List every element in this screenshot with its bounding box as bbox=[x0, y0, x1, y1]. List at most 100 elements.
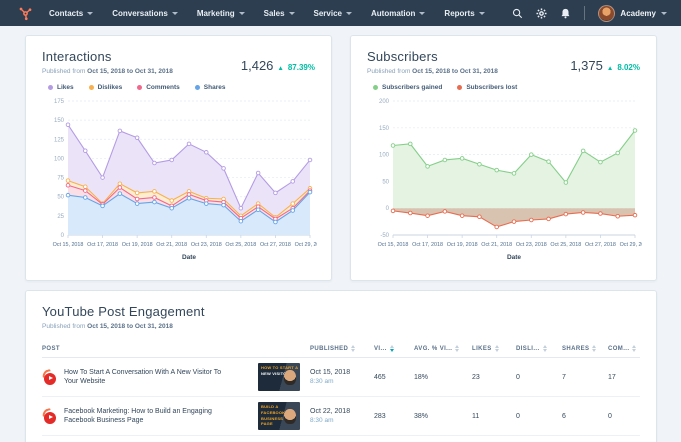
post-title[interactable]: Facebook Marketing: How to Build an Enga… bbox=[64, 407, 212, 424]
legend-item-comments[interactable]: Comments bbox=[137, 84, 180, 91]
svg-text:Oct 25, 2018: Oct 25, 2018 bbox=[225, 242, 256, 248]
dislikes-cell: 0 bbox=[516, 412, 520, 420]
legend-dot bbox=[194, 85, 200, 90]
bell-icon[interactable] bbox=[560, 8, 571, 19]
svg-text:Oct 21, 2018: Oct 21, 2018 bbox=[156, 242, 187, 248]
svg-text:175: 175 bbox=[54, 99, 65, 105]
svg-text:Oct 23, 2018: Oct 23, 2018 bbox=[516, 242, 547, 248]
youtube-icon bbox=[41, 368, 57, 385]
nav-item-reports[interactable]: Reports bbox=[444, 8, 485, 18]
column-header-post[interactable]: POST bbox=[42, 346, 310, 352]
nav-divider bbox=[584, 6, 586, 20]
nav-menu: Contacts Conversations Marketing Sales S… bbox=[49, 9, 485, 18]
svg-text:Oct 27, 2018: Oct 27, 2018 bbox=[260, 242, 291, 248]
column-header-avg-viewed[interactable]: AVG. % VI... bbox=[414, 345, 472, 352]
metric-percent: 87.39% bbox=[287, 63, 315, 72]
svg-text:Oct 23, 2018: Oct 23, 2018 bbox=[191, 242, 222, 248]
svg-text:Oct 15, 2018: Oct 15, 2018 bbox=[378, 242, 409, 248]
column-label: AVG. % VI... bbox=[414, 345, 453, 352]
account-name: Academy bbox=[620, 8, 656, 18]
nav-item-marketing[interactable]: Marketing bbox=[197, 9, 245, 18]
subscribers-area-chart[interactable]: -50 0 50 100 150 200 Oct 15, 2018 Oct 17, 2018 O… bbox=[367, 95, 642, 263]
svg-text:Oct 17, 2018: Oct 17, 2018 bbox=[87, 242, 118, 248]
top-nav: Contacts Conversations Marketing Sales S… bbox=[0, 0, 681, 26]
interactions-area-chart[interactable]: 0 25 50 75 100 125 150 175 Oct 15, 2018 Oct 17, 2… bbox=[42, 95, 317, 263]
post-thumbnail[interactable]: HOW TO START A NEW VISITOR bbox=[258, 363, 300, 391]
legend-item-gained[interactable]: Subscribers gained bbox=[373, 84, 442, 91]
shares-cell: 6 bbox=[562, 412, 566, 420]
legend-item-dislikes[interactable]: Dislikes bbox=[88, 84, 122, 91]
interactions-legend: Likes Dislikes Comments Shares bbox=[48, 84, 315, 91]
subscribers-card: Subscribers Published from Oct 15, 2018 … bbox=[350, 35, 657, 281]
legend-label: Subscribers lost bbox=[466, 84, 518, 91]
trend-up-icon: ▲ bbox=[277, 65, 284, 72]
thumbnail-text: HOW TO START A bbox=[261, 365, 299, 370]
sort-icon bbox=[542, 345, 547, 352]
column-header-shares[interactable]: SHARES bbox=[562, 345, 608, 352]
legend-dot bbox=[88, 85, 94, 90]
post-cell: How To Start A Conversation With A New V… bbox=[41, 363, 310, 391]
avg-viewed-cell: 38% bbox=[414, 412, 429, 420]
column-header-dislikes[interactable]: DISLI... bbox=[516, 345, 562, 352]
thumbnail-text: NEW VISITOR bbox=[261, 370, 290, 376]
sort-icon bbox=[632, 345, 637, 352]
dislikes-cell: 0 bbox=[516, 373, 520, 381]
thumbnail-text: PAGE bbox=[261, 421, 273, 427]
thumbnail-text: BUILD A bbox=[261, 404, 279, 409]
svg-text:Oct 17, 2018: Oct 17, 2018 bbox=[412, 242, 443, 248]
views-cell: 283 bbox=[374, 412, 386, 420]
nav-item-label: Contacts bbox=[49, 8, 84, 18]
nav-item-contacts[interactable]: Contacts bbox=[49, 8, 94, 18]
legend-item-shares[interactable]: Shares bbox=[194, 84, 225, 91]
svg-text:100: 100 bbox=[54, 156, 65, 162]
account-menu[interactable]: Academy bbox=[598, 4, 667, 22]
column-label: PUBLISHED bbox=[310, 345, 349, 352]
nav-item-service[interactable]: Service bbox=[314, 9, 352, 18]
subtitle-range: Oct 15, 2018 to Oct 31, 2018 bbox=[412, 68, 498, 75]
hubspot-logo-icon[interactable] bbox=[18, 6, 33, 21]
legend-item-likes[interactable]: Likes bbox=[48, 84, 74, 91]
subtitle-prefix: Published from bbox=[42, 323, 86, 330]
thumbnail-text: BUSINESS bbox=[261, 415, 284, 421]
column-header-views[interactable]: VI... bbox=[374, 345, 414, 352]
nav-item-sales[interactable]: Sales bbox=[264, 9, 295, 18]
chevron-down-icon bbox=[288, 11, 295, 15]
post-cell: Facebook Marketing: How to Build an Enga… bbox=[41, 402, 310, 430]
svg-text:150: 150 bbox=[379, 126, 390, 132]
table-row[interactable]: Facebook Marketing: How to Build an Enga… bbox=[41, 397, 640, 436]
nav-right-tools: Academy bbox=[512, 4, 667, 22]
gear-icon[interactable] bbox=[536, 7, 547, 19]
nav-item-label: Reports bbox=[444, 8, 475, 18]
svg-text:Oct 19, 2018: Oct 19, 2018 bbox=[122, 242, 153, 248]
nav-item-label: Automation bbox=[370, 8, 416, 18]
column-header-published[interactable]: PUBLISHED bbox=[310, 345, 374, 352]
thumbnail-text: FACEBOOK bbox=[261, 409, 286, 415]
legend-item-lost[interactable]: Subscribers lost bbox=[457, 84, 517, 91]
svg-text:0: 0 bbox=[61, 233, 65, 239]
column-label: DISLI... bbox=[516, 345, 540, 352]
subscribers-total: 1,375 ▲ 8.02% bbox=[570, 58, 640, 73]
nav-item-automation[interactable]: Automation bbox=[370, 8, 426, 18]
column-header-likes[interactable]: LIKES bbox=[472, 345, 516, 352]
subtitle-prefix: Published from bbox=[42, 68, 86, 75]
metric-value: 1,426 bbox=[240, 58, 274, 73]
column-header-comments[interactable]: COM... bbox=[608, 345, 642, 352]
legend-dot bbox=[137, 85, 143, 90]
svg-text:Oct 25, 2018: Oct 25, 2018 bbox=[550, 242, 581, 248]
engagement-subtitle: Published from Oct 15, 2018 to Oct 31, 2… bbox=[42, 323, 640, 330]
published-cell: Oct 15, 2018 8:30 am bbox=[310, 369, 374, 385]
svg-text:50: 50 bbox=[57, 195, 64, 201]
post-thumbnail[interactable]: BUILD A FACEBOOK BUSINESS PAGE bbox=[258, 402, 300, 430]
youtube-icon bbox=[41, 407, 57, 424]
sort-icon bbox=[592, 345, 597, 352]
nav-item-conversations[interactable]: Conversations bbox=[112, 9, 178, 18]
table-row[interactable]: How To Start A Conversation With A New V… bbox=[41, 358, 640, 397]
svg-text:-50: -50 bbox=[380, 233, 389, 239]
nav-item-label: Service bbox=[313, 8, 342, 18]
chevron-down-icon bbox=[238, 11, 245, 15]
search-icon[interactable] bbox=[512, 8, 523, 19]
svg-text:25: 25 bbox=[57, 214, 64, 220]
subtitle-range: Oct 15, 2018 to Oct 31, 2018 bbox=[87, 323, 173, 330]
post-title[interactable]: How To Start A Conversation With A New V… bbox=[64, 368, 222, 385]
